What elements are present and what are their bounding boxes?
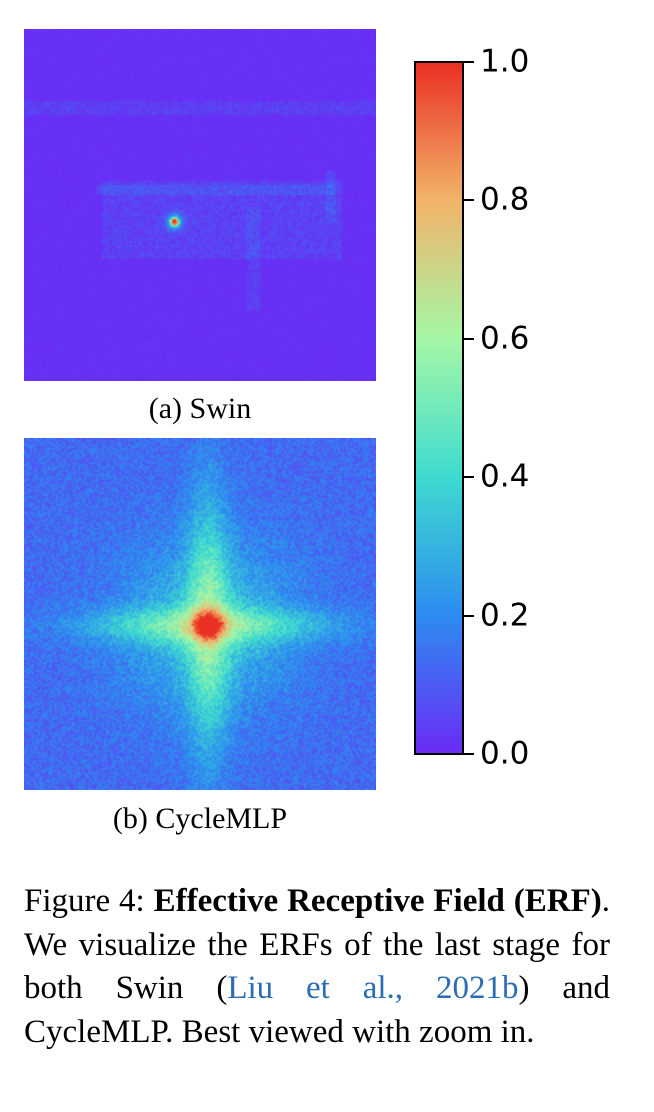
colorbar-tick bbox=[464, 337, 474, 340]
colorbar-tick-label: 0.0 bbox=[480, 735, 530, 772]
caption-text-1: . We visualize the ERFs of the last stag… bbox=[24, 883, 611, 1006]
colorbar-tick-label: 0.6 bbox=[480, 320, 530, 357]
colorbar-tick bbox=[464, 614, 474, 617]
heatmap-swin-canvas bbox=[24, 29, 376, 381]
colorbar-tick bbox=[464, 61, 474, 63]
colorbar-tick-label: 0.8 bbox=[480, 181, 530, 218]
colorbar-tick bbox=[464, 199, 474, 202]
figure-caption: Figure 4: Effective Receptive Field (ERF… bbox=[24, 880, 610, 1054]
heatmap-cyclemlp-canvas bbox=[24, 438, 376, 790]
colorbar-tick bbox=[464, 753, 474, 755]
heatmap-cyclemlp bbox=[24, 438, 376, 790]
citation-link[interactable]: Liu et al., 2021b bbox=[227, 970, 519, 1006]
colorbar-tick bbox=[464, 476, 474, 479]
heatmap-swin bbox=[24, 29, 376, 381]
colorbar-tick-label: 1.0 bbox=[480, 43, 530, 80]
colorbar-tick-label: 0.2 bbox=[480, 597, 530, 634]
caption-prefix: Figure 4: bbox=[24, 883, 145, 919]
caption-bold-title: Effective Receptive Field (ERF) bbox=[153, 883, 602, 919]
colorbar-tick-label: 0.4 bbox=[480, 458, 530, 495]
subcaption-cyclemlp: (b) CycleMLP bbox=[112, 802, 288, 835]
caption-text-2: ) and CycleMLP. Best viewed with zoom in… bbox=[24, 970, 611, 1050]
subcaption-swin: (a) Swin bbox=[148, 392, 252, 425]
colorbar bbox=[414, 61, 464, 755]
